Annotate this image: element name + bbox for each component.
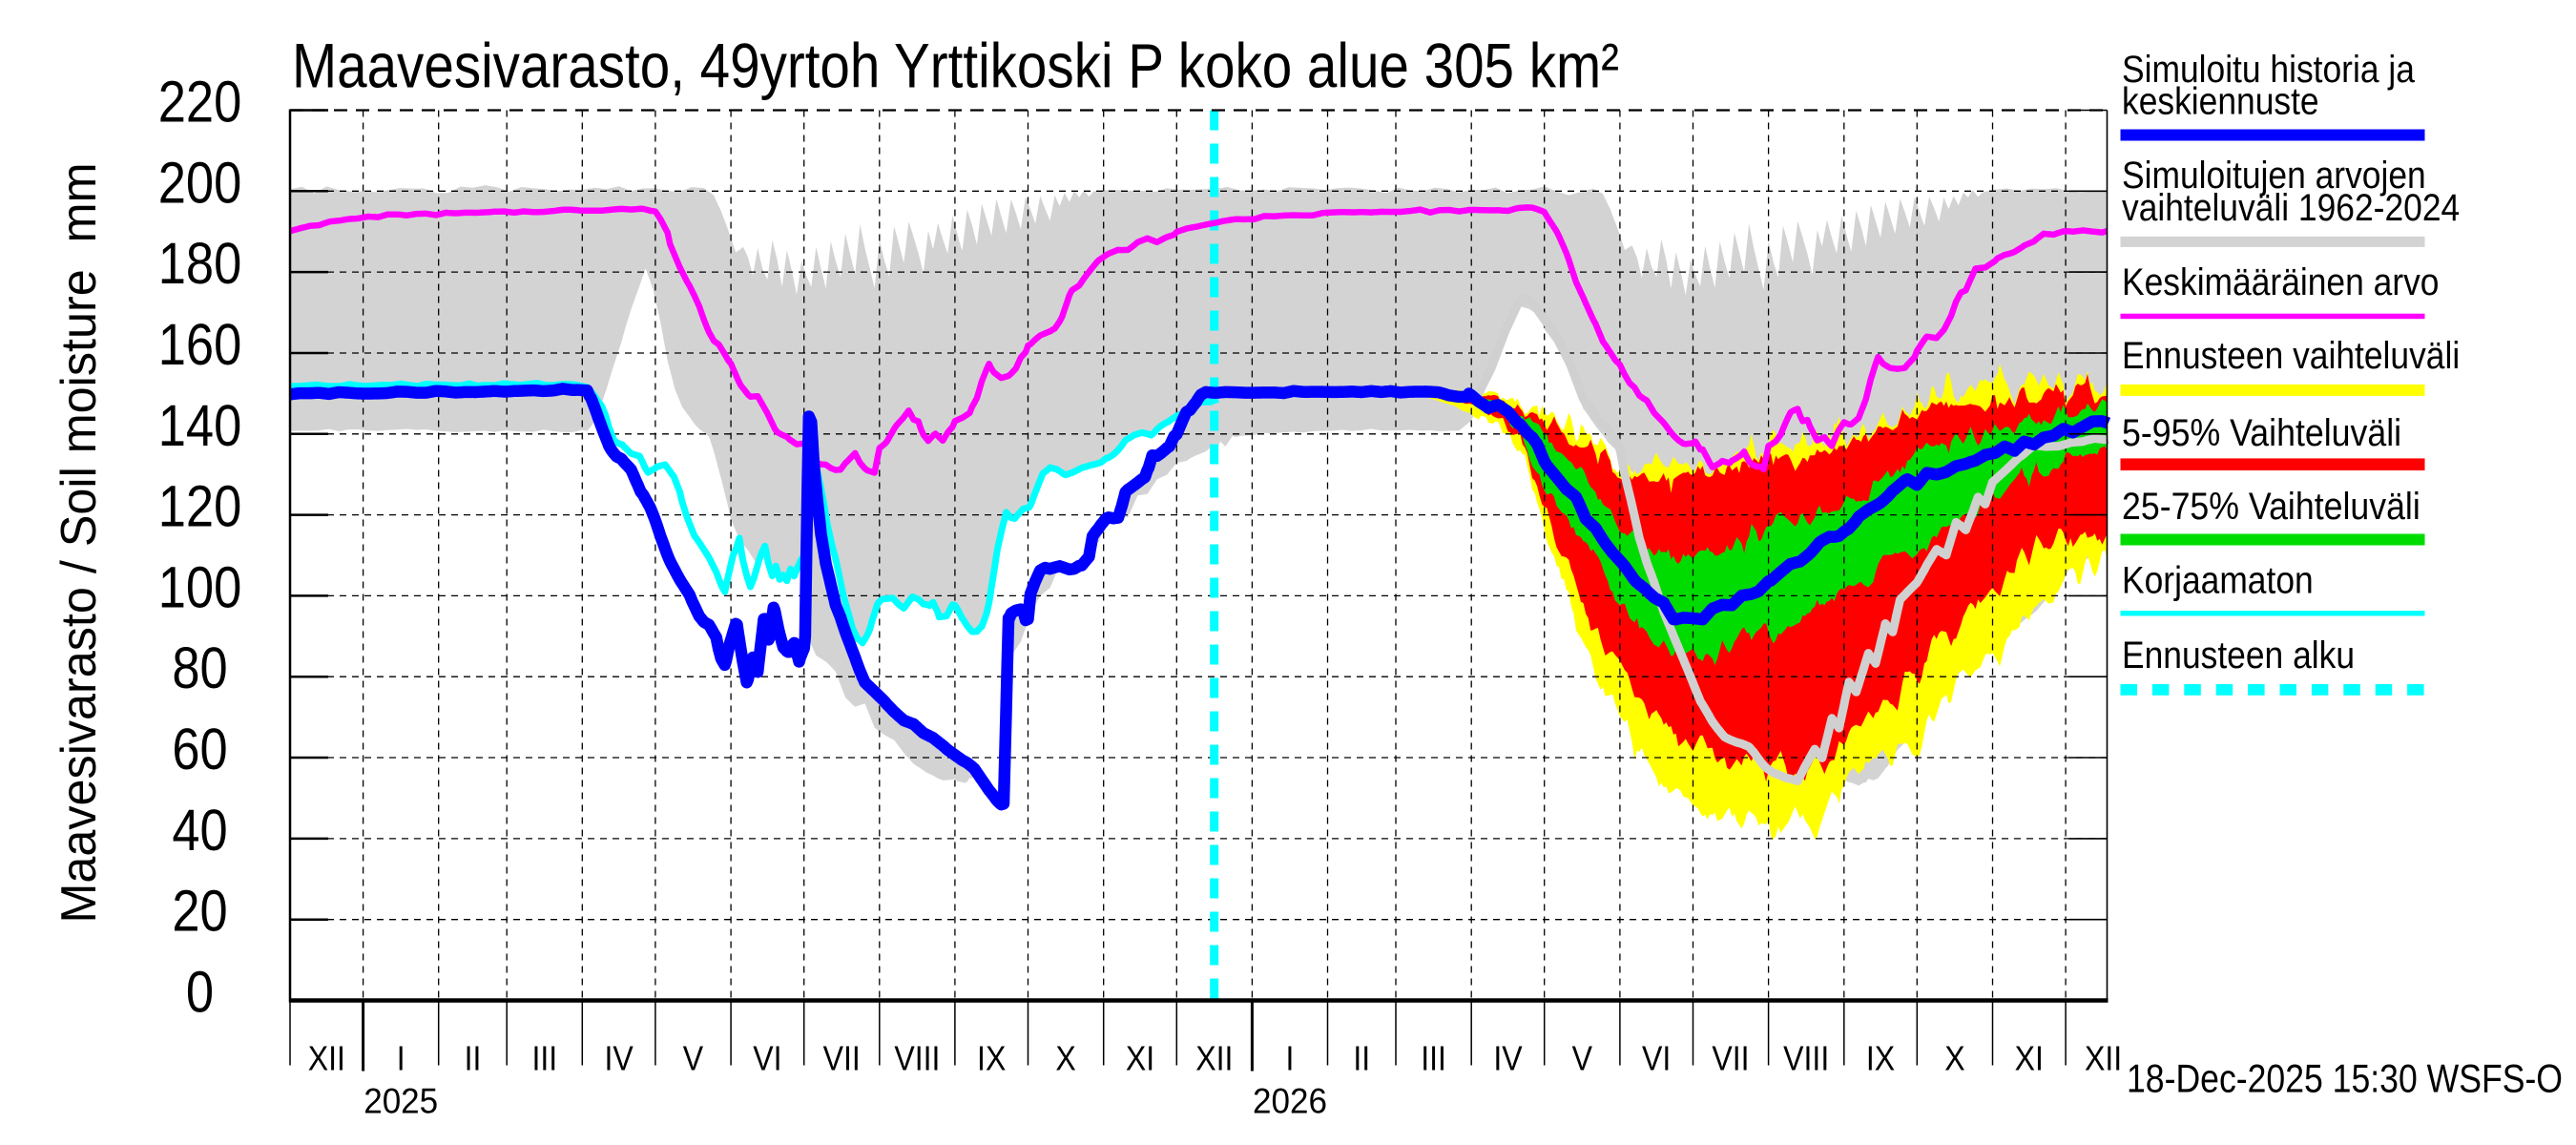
svg-text:IX: IX (1866, 1038, 1895, 1077)
svg-text:VIII: VIII (894, 1038, 940, 1077)
svg-text:Korjaamaton: Korjaamaton (2122, 559, 2314, 601)
svg-text:I: I (397, 1038, 405, 1077)
svg-text:Simuloitujen arvojen: Simuloitujen arvojen (2122, 155, 2426, 197)
svg-text:XII: XII (2085, 1038, 2122, 1077)
svg-text:III: III (1421, 1038, 1446, 1077)
svg-text:vaihteluväli 1962-2024: vaihteluväli 1962-2024 (2122, 187, 2460, 229)
svg-text:III: III (531, 1038, 557, 1077)
svg-text:V: V (1572, 1038, 1592, 1077)
svg-text:25-75% Vaihteluväli: 25-75% Vaihteluväli (2122, 486, 2420, 528)
svg-text:100: 100 (158, 554, 242, 619)
svg-text:IV: IV (604, 1038, 633, 1077)
svg-text:Keskimääräinen arvo: Keskimääräinen arvo (2122, 261, 2440, 303)
svg-text:XI: XI (1126, 1038, 1154, 1077)
svg-text:XII: XII (1195, 1038, 1233, 1077)
svg-text:180: 180 (158, 231, 242, 296)
svg-text:20: 20 (172, 879, 227, 944)
svg-text:XI: XI (2015, 1038, 2044, 1077)
svg-text:II: II (1353, 1038, 1370, 1077)
svg-text:I: I (1286, 1038, 1295, 1077)
svg-text:60: 60 (172, 717, 227, 781)
svg-text:IX: IX (977, 1038, 1006, 1077)
svg-text:Ennusteen alku: Ennusteen alku (2122, 635, 2355, 677)
svg-text:200: 200 (158, 150, 242, 215)
svg-text:IV: IV (1493, 1038, 1522, 1077)
svg-text:0: 0 (186, 960, 214, 1025)
svg-text:XII: XII (308, 1038, 345, 1077)
svg-text:VII: VII (823, 1038, 861, 1077)
svg-text:Simuloitu historia ja: Simuloitu historia ja (2122, 49, 2416, 91)
svg-text:VI: VI (753, 1038, 781, 1077)
svg-text:120: 120 (158, 474, 242, 539)
svg-text:2026: 2026 (1253, 1082, 1327, 1121)
svg-text:VI: VI (1642, 1038, 1671, 1077)
svg-text:Ennusteen vaihteluväli: Ennusteen vaihteluväli (2122, 335, 2460, 377)
svg-text:160: 160 (158, 312, 242, 377)
svg-text:II: II (465, 1038, 482, 1077)
svg-text:80: 80 (172, 635, 227, 700)
svg-text:X: X (1055, 1038, 1075, 1077)
svg-text:VII: VII (1712, 1038, 1749, 1077)
svg-text:40: 40 (172, 798, 227, 863)
svg-text:2025: 2025 (364, 1082, 438, 1121)
svg-text:18-Dec-2025 15:30 WSFS-O: 18-Dec-2025 15:30 WSFS-O (2127, 1055, 2563, 1100)
svg-text:V: V (683, 1038, 703, 1077)
svg-text:140: 140 (158, 393, 242, 458)
svg-text:keskiennuste: keskiennuste (2122, 80, 2319, 122)
svg-text:220: 220 (158, 70, 242, 135)
svg-text:Maavesivarasto / Soil moisture: Maavesivarasto / Soil moisture mm (52, 163, 107, 924)
svg-text:5-95% Vaihteluväli: 5-95% Vaihteluväli (2122, 412, 2401, 454)
svg-text:X: X (1944, 1038, 1964, 1077)
svg-text:VIII: VIII (1783, 1038, 1829, 1077)
svg-text:Maavesivarasto, 49yrtoh Yrttik: Maavesivarasto, 49yrtoh Yrttikoski P kok… (292, 31, 1619, 101)
